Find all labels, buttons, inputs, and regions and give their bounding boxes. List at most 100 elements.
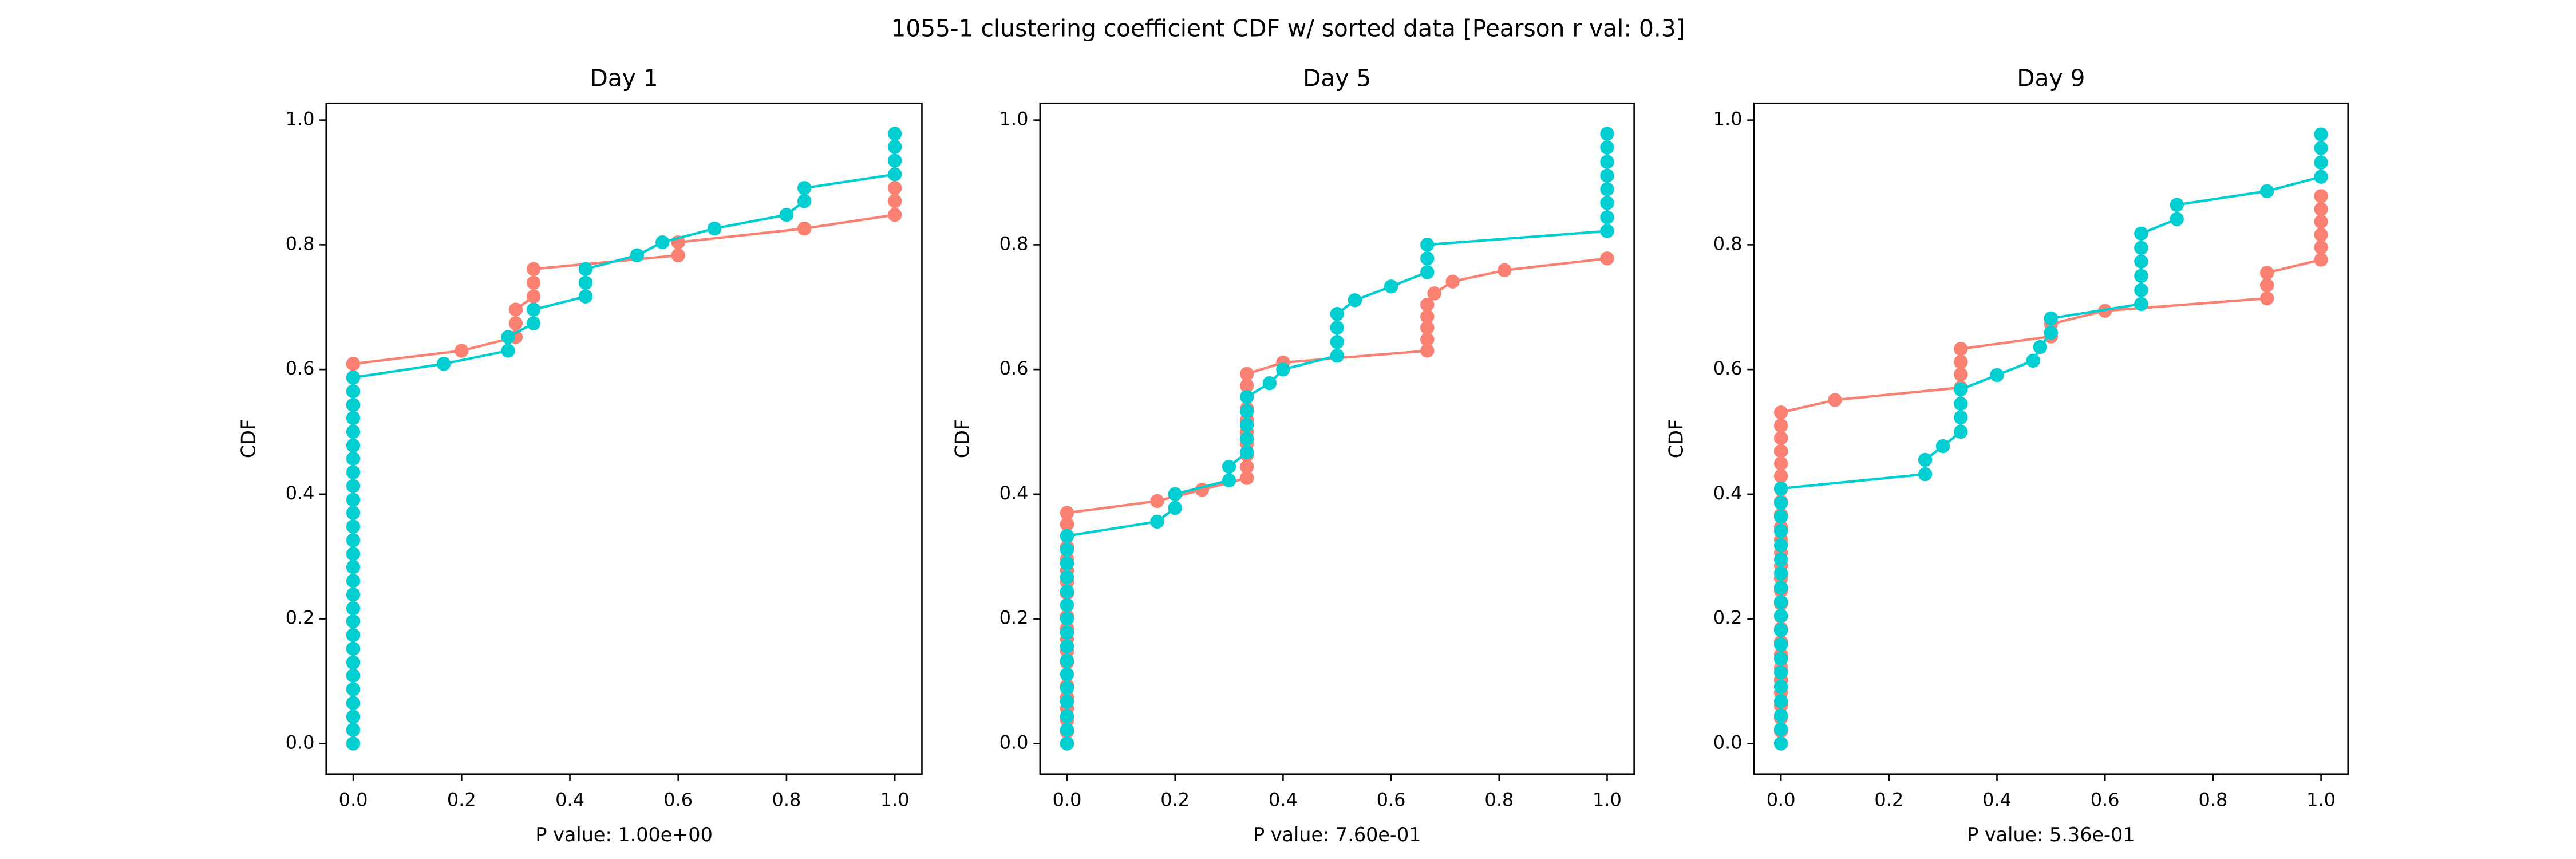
plot-area xyxy=(1773,127,2328,751)
data-point xyxy=(2314,240,2328,254)
data-point xyxy=(1168,487,1182,502)
data-point xyxy=(346,451,361,466)
x-tick-label: 0.4 xyxy=(1982,789,2012,810)
data-point xyxy=(1060,584,1074,598)
data-point xyxy=(346,384,361,399)
data-point xyxy=(1773,456,1788,471)
data-point xyxy=(671,248,685,263)
y-tick-label: 0.0 xyxy=(286,731,315,753)
data-point xyxy=(1239,367,1254,381)
data-point xyxy=(1060,723,1074,737)
data-point xyxy=(508,316,523,330)
x-tick-label: 0.6 xyxy=(2091,789,2120,810)
data-point xyxy=(1773,418,1788,433)
data-point xyxy=(346,710,361,724)
x-tick-label: 0.4 xyxy=(555,789,584,810)
data-point xyxy=(346,506,361,520)
x-axis-label: P value: 5.36e-01 xyxy=(1967,823,2135,846)
data-point xyxy=(2134,297,2148,312)
subplot-title: Day 1 xyxy=(590,65,658,92)
data-point xyxy=(1150,514,1164,529)
data-point xyxy=(1239,379,1254,393)
data-point xyxy=(887,127,902,141)
data-point xyxy=(1954,367,1968,382)
data-point xyxy=(346,614,361,629)
y-tick-label: 0.8 xyxy=(286,233,315,254)
data-point xyxy=(2314,189,2328,203)
data-point xyxy=(501,330,515,344)
data-point xyxy=(1420,297,1435,312)
data-point xyxy=(1773,509,1788,524)
data-point xyxy=(1168,501,1182,515)
data-point xyxy=(1773,680,1788,694)
data-point xyxy=(526,302,541,317)
data-point xyxy=(1276,362,1290,377)
x-tick-label: 0.0 xyxy=(1053,789,1082,810)
data-point xyxy=(2134,269,2148,283)
subplot: Day 9 P value: 5.36e-01 CDF 0.0 0.2 0.4 0.6 0.8… xyxy=(1665,65,2349,846)
data-point xyxy=(887,167,902,182)
data-point xyxy=(2260,266,2274,280)
data-point xyxy=(2033,340,2048,354)
axes-frame xyxy=(1753,102,2349,775)
data-point xyxy=(1060,695,1074,709)
data-point xyxy=(887,181,902,195)
y-tick-label: 0.0 xyxy=(999,731,1029,753)
data-point xyxy=(1600,140,1614,155)
data-point xyxy=(1060,653,1074,668)
axes-frame xyxy=(325,102,923,775)
data-point xyxy=(1060,570,1074,584)
data-point xyxy=(1239,459,1254,474)
data-point xyxy=(2314,127,2328,141)
data-point xyxy=(1990,368,2004,383)
data-point xyxy=(1239,404,1254,419)
data-point xyxy=(2134,226,2148,241)
y-axis-label: CDF xyxy=(951,419,974,458)
data-point xyxy=(1420,320,1435,335)
subplot-title: Day 5 xyxy=(1303,65,1371,92)
data-point xyxy=(1918,467,1933,482)
data-point xyxy=(2314,202,2328,216)
data-point xyxy=(1060,542,1074,557)
data-point xyxy=(455,344,469,358)
data-point xyxy=(1427,286,1441,301)
data-point xyxy=(1060,506,1074,520)
data-point xyxy=(578,262,593,277)
data-point xyxy=(346,397,361,412)
data-point xyxy=(1773,444,1788,458)
data-point xyxy=(1600,127,1614,141)
data-point xyxy=(1600,182,1614,196)
data-point xyxy=(797,194,812,208)
data-point xyxy=(1773,495,1788,510)
data-point xyxy=(1060,612,1074,626)
data-point xyxy=(2314,214,2328,229)
y-tick-label: 0.6 xyxy=(999,357,1029,379)
data-point xyxy=(1600,224,1614,238)
data-point xyxy=(526,316,541,330)
data-point xyxy=(1060,598,1074,612)
data-point xyxy=(1445,274,1460,289)
data-point xyxy=(779,207,794,222)
data-point xyxy=(1420,265,1435,279)
data-point xyxy=(887,153,902,168)
data-point xyxy=(1954,354,1968,369)
data-point xyxy=(1773,694,1788,708)
data-point xyxy=(346,492,361,507)
data-point xyxy=(797,221,812,236)
data-point xyxy=(1330,348,1344,363)
data-point xyxy=(346,655,361,670)
data-point xyxy=(1954,341,1968,356)
y-tick-label: 0.2 xyxy=(999,607,1029,629)
data-point xyxy=(1773,481,1788,496)
data-point xyxy=(2314,170,2328,184)
data-point xyxy=(1773,538,1788,553)
data-point xyxy=(1060,681,1074,695)
data-point xyxy=(1222,473,1236,488)
data-point xyxy=(346,519,361,534)
data-point xyxy=(1498,263,1512,278)
data-point xyxy=(501,344,515,358)
axes-frame xyxy=(1039,102,1635,775)
figure-title: 1055-1 clustering coefficient CDF w/ sor… xyxy=(891,14,1685,42)
data-point xyxy=(526,262,541,277)
y-tick-label: 0.8 xyxy=(999,233,1029,254)
